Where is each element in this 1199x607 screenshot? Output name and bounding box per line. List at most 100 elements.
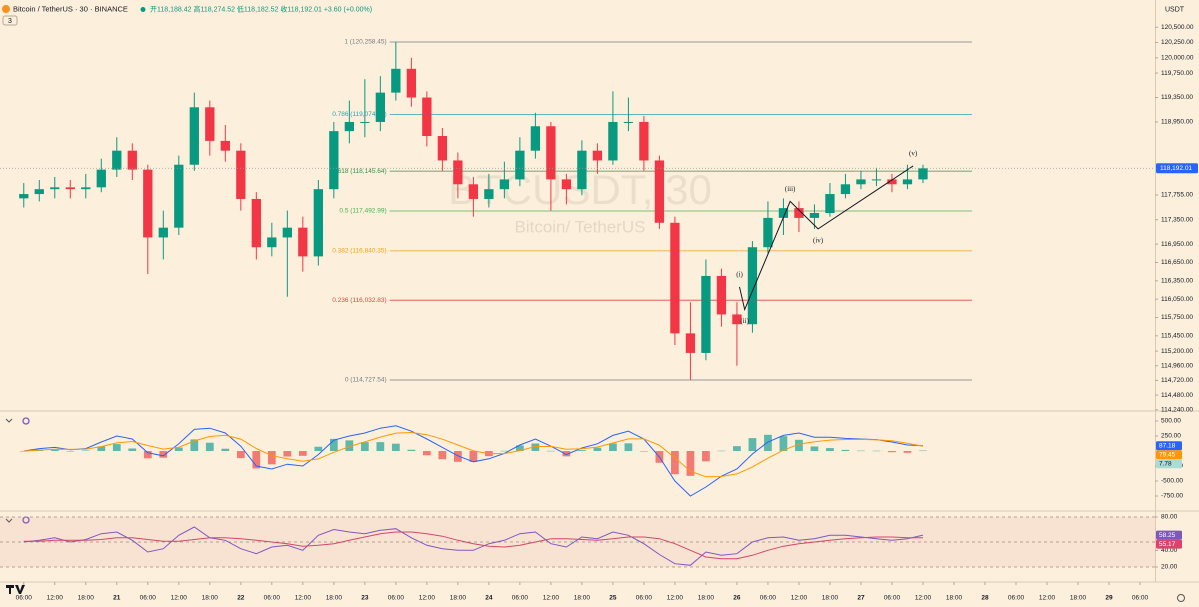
candle-body <box>344 121 354 132</box>
value-badge-label: 58.25 <box>1159 532 1176 539</box>
fib-level-label: 0.786 (119,074.64) <box>332 111 386 118</box>
x-tick-label: 18:00 <box>574 595 591 602</box>
currency[interactable]: USDT <box>1165 6 1185 13</box>
value-badge <box>1156 530 1182 540</box>
macd-histogram-bar <box>686 451 695 476</box>
candle-body <box>158 227 168 238</box>
macd-histogram-bar <box>221 448 230 452</box>
macd-histogram-bar <box>329 438 338 452</box>
macd-histogram-bar <box>841 449 850 452</box>
macd-histogram-bar <box>267 451 276 465</box>
x-tick-label: 18:00 <box>202 595 219 602</box>
macd-histogram-bar <box>500 450 509 452</box>
y-tick-label: 114,240.00 <box>1161 406 1193 413</box>
value-badge <box>1156 441 1182 451</box>
candle-body <box>143 169 153 238</box>
candle-body <box>468 184 479 199</box>
fib-level-label: 0.382 (116,840.35) <box>332 248 386 255</box>
pane-collapse[interactable] <box>5 418 13 423</box>
tradingview-logo[interactable] <box>6 585 25 594</box>
candle-body <box>422 97 432 137</box>
macd-histogram-bar <box>779 436 788 452</box>
y-tick-label: 119,350.00 <box>1161 94 1193 101</box>
candle-body <box>112 150 122 170</box>
fib-level-label: 0.5 (117,492.99) <box>339 208 386 215</box>
macd-histogram-bar <box>919 450 927 452</box>
x-tick-label: 18:00 <box>698 595 715 602</box>
macd-histogram-bar <box>857 450 865 452</box>
x-tick-label: 06:00 <box>1132 595 1149 602</box>
indicator-count[interactable]: 3 <box>8 18 12 25</box>
y-tick-label: 120,250.00 <box>1161 39 1194 46</box>
fib-level-label: 0.618 (118,145.64) <box>332 168 386 175</box>
candle-body <box>220 140 230 151</box>
x-tick-label: 06:00 <box>264 595 281 602</box>
macd-histogram-bar <box>19 451 28 452</box>
candle-body <box>716 275 727 315</box>
macd-histogram-bar <box>888 451 896 453</box>
candle-body <box>809 213 820 218</box>
candle-body <box>747 247 758 325</box>
x-tick-label: 18:00 <box>326 595 343 602</box>
macd-histogram-bar <box>469 451 478 462</box>
macd-histogram-bar <box>422 451 431 456</box>
macd-histogram-bar <box>547 450 555 452</box>
y-tick-label: 118,950.00 <box>1161 119 1193 126</box>
macd-histogram-bar <box>407 449 416 452</box>
y-tick-label: 114,960.00 <box>1161 362 1193 369</box>
x-tick-label: 06:00 <box>140 595 157 602</box>
x-tick-label: 06:00 <box>760 595 777 602</box>
macd-histogram-bar <box>391 443 400 452</box>
value-badge-label: 55.17 <box>1159 541 1176 548</box>
candle-body <box>701 275 711 353</box>
candle-body <box>127 150 137 170</box>
y-tick-label: 250.00 <box>1161 433 1181 440</box>
x-tick-label: 27 <box>857 595 865 602</box>
candle-body <box>19 194 29 199</box>
y-tick-label: 115,200.00 <box>1161 348 1193 355</box>
macd-histogram-bar <box>81 450 90 452</box>
macd-histogram-bar <box>810 446 819 452</box>
axis-settings[interactable] <box>1177 594 1185 602</box>
x-tick-label: 12:00 <box>667 595 684 602</box>
candle-body <box>329 131 339 190</box>
last-price-label: 118,192.01 <box>1160 165 1192 172</box>
x-tick-label: 06:00 <box>884 595 901 602</box>
candle-body <box>515 150 525 180</box>
candle-body <box>685 333 696 353</box>
symbol-title[interactable]: Bitcoin / TetherUS · 30 · BINANCE <box>13 4 128 13</box>
pane-settings[interactable] <box>22 417 30 425</box>
x-tick-label: 12:00 <box>1039 595 1056 602</box>
symbol-icon[interactable] <box>2 5 10 13</box>
y-tick-label: 119,750.00 <box>1161 70 1193 77</box>
x-tick-label: 06:00 <box>636 595 653 602</box>
value-badge <box>1156 450 1182 460</box>
y-tick-label: 500.00 <box>1161 418 1181 425</box>
macd-histogram-bar <box>748 438 757 452</box>
pane-collapse[interactable] <box>5 518 13 523</box>
x-tick-label: 26 <box>733 595 741 602</box>
last-price-badge <box>1156 163 1198 174</box>
value-badge-label: 87.18 <box>1159 442 1176 449</box>
value-badge-label: 7.78 <box>1159 460 1172 467</box>
elliott-wave-line <box>739 165 914 312</box>
indicator-toggle[interactable] <box>2 15 18 26</box>
macd-histogram-bar <box>717 450 726 452</box>
macd-histogram-bar <box>298 451 307 456</box>
candle-body <box>65 187 75 190</box>
macd-histogram-bar <box>578 450 586 452</box>
fib-level-label: 1 (120,258.45) <box>344 39 386 46</box>
indicator-line <box>23 431 924 478</box>
currency-button[interactable] <box>1160 3 1190 15</box>
x-tick-label: 23 <box>361 595 369 602</box>
elliott-wave-label: (v) <box>909 150 918 158</box>
macd-histogram-bar <box>283 451 292 457</box>
candle-body <box>313 189 323 257</box>
candle-body <box>918 168 928 180</box>
macd-histogram-bar <box>97 446 106 452</box>
y-tick-label: 116,050.00 <box>1161 296 1193 303</box>
candle-body <box>608 121 618 161</box>
candle-body <box>546 126 556 180</box>
y-tick-label: 40.00 <box>1161 547 1178 554</box>
x-tick-label: 06:00 <box>16 595 33 602</box>
